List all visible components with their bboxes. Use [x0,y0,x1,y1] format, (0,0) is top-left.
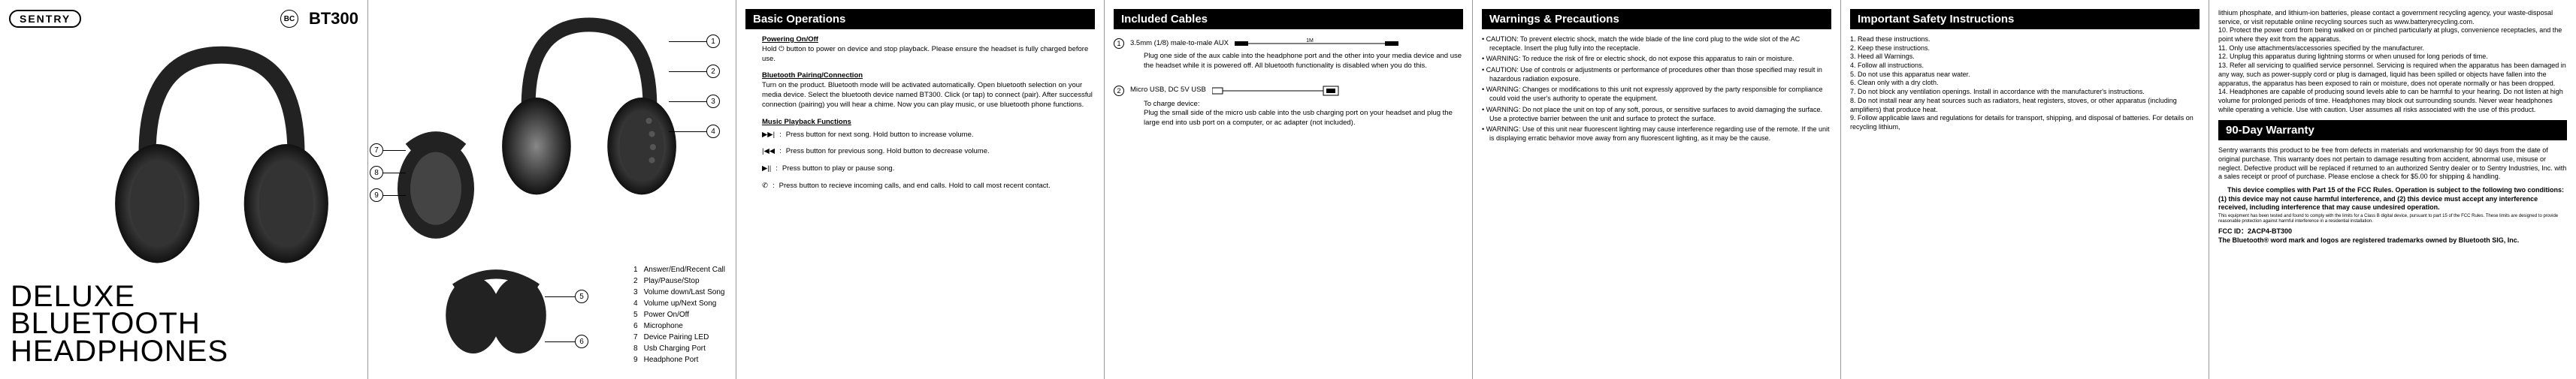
section-title: Warnings & Precautions [1482,9,1831,29]
phone-icon: ✆ [762,182,768,191]
callout-legend: 1Answer/End/Recent Call 2Play/Pause/Stop… [633,264,725,365]
safety-list: 1. Read these instructions. 2. Keep thes… [1850,35,2200,132]
warranty-title: 90-Day Warranty [2218,120,2567,140]
prev-icon: |◀◀ [762,147,775,157]
callout-6: 6 [575,335,588,348]
callout-8: 8 [370,166,383,179]
headphones-diagram-main [488,5,691,237]
brand-logo: SENTRY [9,10,81,28]
cover-panel: SENTRY BC BT300 DELUXE BLUETOOTH HEADPHO… [0,0,368,379]
bullet-1-icon: 1 [1114,38,1124,49]
continued-text: lithium phosphate, and lithium-ion batte… [2218,9,2567,114]
callout-3: 3 [706,95,720,108]
warranty-body: Sentry warrants this product to be free … [2218,146,2567,245]
callout-1: 1 [706,35,720,48]
play-icon: ▶|| [762,164,771,174]
bullet-2-icon: 2 [1114,86,1124,96]
headphones-hero-image [98,30,346,315]
hero-line-1: DELUXE [11,283,228,311]
safety-panel: Important Safety Instructions 1. Read th… [1841,0,2209,379]
section-title: Included Cables [1114,9,1463,29]
warnings-list: • CAUTION: To prevent electric shock, ma… [1482,35,1831,143]
section-title: Important Safety Instructions [1850,9,2200,29]
warnings-panel: Warnings & Precautions • CAUTION: To pre… [1473,0,1841,379]
hero-line-3: HEADPHONES [11,338,228,365]
warranty-panel: lithium phosphate, and lithium-ion batte… [2209,0,2576,379]
next-icon: ▶▶| [762,131,775,140]
cables-body: 1 3.5mm (1/8) male-to-male AUX 1M Plug o… [1114,35,1463,128]
basic-body: Powering On/Off Hold ⏻ button to power o… [745,35,1095,191]
svg-text:1M: 1M [1306,38,1314,44]
bc-icon: BC [280,10,298,28]
callout-7: 7 [370,143,383,157]
basic-operations-panel: Basic Operations Powering On/Off Hold ⏻ … [736,0,1105,379]
callout-2: 2 [706,65,720,78]
aux-cable-icon: 1M [1235,38,1400,49]
usb-cable-icon [1212,85,1340,97]
headphones-diagram-side [379,120,492,248]
section-title: Basic Operations [745,9,1095,29]
product-title: DELUXE BLUETOOTH HEADPHONES [11,283,228,365]
model-number: BT300 [309,9,358,29]
callout-5: 5 [575,290,588,303]
headphones-diagram-bottom [432,259,560,371]
hero-line-2: BLUETOOTH [11,310,228,338]
callout-4: 4 [706,125,720,138]
callout-9: 9 [370,188,383,202]
included-cables-panel: Included Cables 1 3.5mm (1/8) male-to-ma… [1105,0,1473,379]
diagram-panel: 1 2 3 4 7 8 9 5 6 1Answer/End/Recent Cal… [368,0,736,379]
topbar: SENTRY BC BT300 [9,9,358,29]
